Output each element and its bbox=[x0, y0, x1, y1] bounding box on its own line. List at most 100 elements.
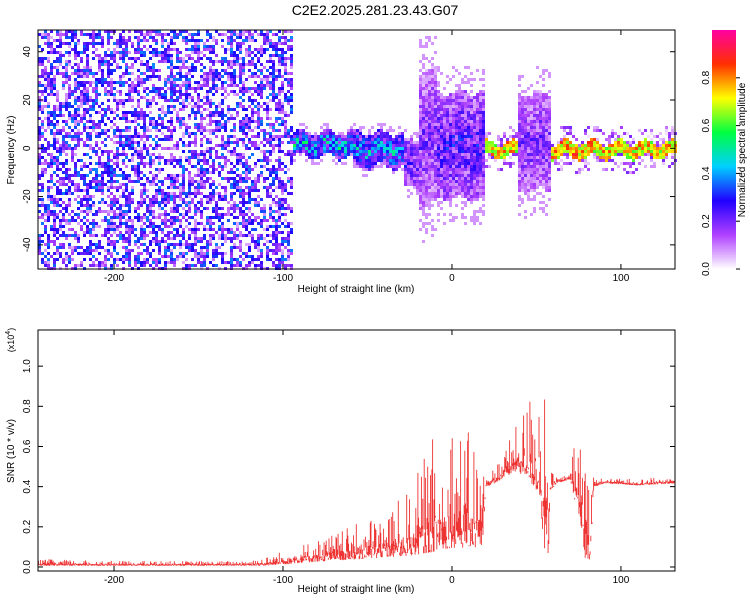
spectrogram-cell bbox=[278, 261, 281, 264]
spectrogram-cell bbox=[293, 147, 296, 150]
spectrogram-cell bbox=[194, 255, 197, 258]
spectrogram-cell bbox=[239, 207, 242, 210]
spectrogram-cell bbox=[89, 81, 92, 84]
spectrogram-cell bbox=[113, 174, 116, 177]
spectrogram-cell bbox=[350, 141, 353, 144]
spectrogram-cell bbox=[230, 84, 233, 87]
spectrogram-cell bbox=[464, 180, 467, 183]
spectrogram-cell bbox=[248, 255, 251, 258]
spectrogram-cell bbox=[224, 48, 227, 51]
spectrogram-cell bbox=[170, 231, 173, 234]
spectrogram-cell bbox=[440, 129, 443, 132]
spectrogram-cell bbox=[110, 186, 113, 189]
spectrogram-cell bbox=[65, 93, 68, 96]
spectrogram-cell bbox=[65, 135, 68, 138]
spectrogram-cell bbox=[221, 39, 224, 42]
spectrogram-cell bbox=[221, 63, 224, 66]
spectrogram-cell bbox=[305, 147, 308, 150]
spectrogram-cell bbox=[134, 57, 137, 60]
spectrogram-cell bbox=[173, 216, 176, 219]
spectrogram-cell bbox=[263, 159, 266, 162]
spectrogram-cell bbox=[194, 150, 197, 153]
spectrogram-cell bbox=[230, 48, 233, 51]
spectrogram-cell bbox=[101, 108, 104, 111]
spectrogram-cell bbox=[233, 222, 236, 225]
spectrogram-cell bbox=[428, 108, 431, 111]
spectrogram-cell bbox=[41, 69, 44, 72]
spectrogram-cell bbox=[455, 138, 458, 141]
spectrogram-cell bbox=[458, 87, 461, 90]
spectrogram-cell bbox=[218, 237, 221, 240]
spectrogram-cell bbox=[206, 150, 209, 153]
spectrogram-cell bbox=[41, 240, 44, 243]
spectrogram-cell bbox=[215, 114, 218, 117]
spectrogram-cell bbox=[161, 123, 164, 126]
spectrogram-cell bbox=[152, 117, 155, 120]
spectrogram-cell bbox=[236, 48, 239, 51]
spectrogram-cell bbox=[263, 39, 266, 42]
spectrogram-cell bbox=[464, 75, 467, 78]
spectrogram-cell bbox=[125, 252, 128, 255]
spectrogram-cell bbox=[329, 135, 332, 138]
spectrogram-cell bbox=[338, 150, 341, 153]
spectrogram-cell bbox=[404, 177, 407, 180]
spectrogram-cell bbox=[86, 120, 89, 123]
spectrogram-cell bbox=[200, 213, 203, 216]
spectrogram-cell bbox=[260, 96, 263, 99]
spectrogram-cell bbox=[143, 222, 146, 225]
spectrogram-cell bbox=[101, 42, 104, 45]
spectrogram-cell bbox=[173, 243, 176, 246]
spectrogram-cell bbox=[44, 72, 47, 75]
spectrogram-cell bbox=[77, 201, 80, 204]
spectrogram-cell bbox=[56, 93, 59, 96]
spectrogram-cell bbox=[431, 117, 434, 120]
spectrogram-cell bbox=[365, 165, 368, 168]
spectrogram-cell bbox=[344, 150, 347, 153]
spectrogram-cell bbox=[458, 189, 461, 192]
spectrogram-cell bbox=[284, 198, 287, 201]
spectrogram-cell bbox=[89, 156, 92, 159]
spectrogram-cell bbox=[113, 213, 116, 216]
spectrogram-cell bbox=[239, 177, 242, 180]
spectrogram-cell bbox=[143, 123, 146, 126]
spectrogram-cell bbox=[236, 168, 239, 171]
spectrogram-cell bbox=[260, 174, 263, 177]
spectrogram-cell bbox=[203, 126, 206, 129]
spectrogram-cell bbox=[407, 153, 410, 156]
spectrogram-cell bbox=[143, 228, 146, 231]
spectrogram-cell bbox=[125, 186, 128, 189]
spectrogram-cell bbox=[176, 111, 179, 114]
spectrogram-cell bbox=[95, 93, 98, 96]
spectrogram-cell bbox=[119, 42, 122, 45]
spectrogram-cell bbox=[107, 156, 110, 159]
spectrogram-cell bbox=[155, 102, 158, 105]
spectrogram-cell bbox=[212, 171, 215, 174]
spectrogram-cell bbox=[257, 111, 260, 114]
spectrogram-cell bbox=[155, 144, 158, 147]
spectrogram-cell bbox=[194, 60, 197, 63]
spectrogram-cell bbox=[245, 168, 248, 171]
spectrogram-cell bbox=[119, 141, 122, 144]
spectrogram-cell bbox=[179, 186, 182, 189]
spectrogram-cell bbox=[257, 105, 260, 108]
spectrogram-cell bbox=[143, 216, 146, 219]
spectrogram-cell bbox=[71, 36, 74, 39]
spectrogram-cell bbox=[125, 258, 128, 261]
spectrogram-cell bbox=[257, 48, 260, 51]
spectrogram-cell bbox=[431, 108, 434, 111]
spectrogram-cell bbox=[95, 48, 98, 51]
spectrogram-cell bbox=[416, 177, 419, 180]
spectrogram-cell bbox=[161, 120, 164, 123]
spectrogram-cell bbox=[236, 60, 239, 63]
spectrogram-cell bbox=[401, 147, 404, 150]
spectrogram-cell bbox=[275, 186, 278, 189]
spectrogram-cell bbox=[125, 246, 128, 249]
spectrogram-cell bbox=[233, 153, 236, 156]
spectrogram-cell bbox=[449, 153, 452, 156]
spectrogram-cell bbox=[239, 249, 242, 252]
spectrogram-cell bbox=[263, 186, 266, 189]
spectrogram-cell bbox=[203, 84, 206, 87]
spectrogram-cell bbox=[170, 252, 173, 255]
spectrogram-cell bbox=[455, 111, 458, 114]
spectrogram-cell bbox=[329, 141, 332, 144]
